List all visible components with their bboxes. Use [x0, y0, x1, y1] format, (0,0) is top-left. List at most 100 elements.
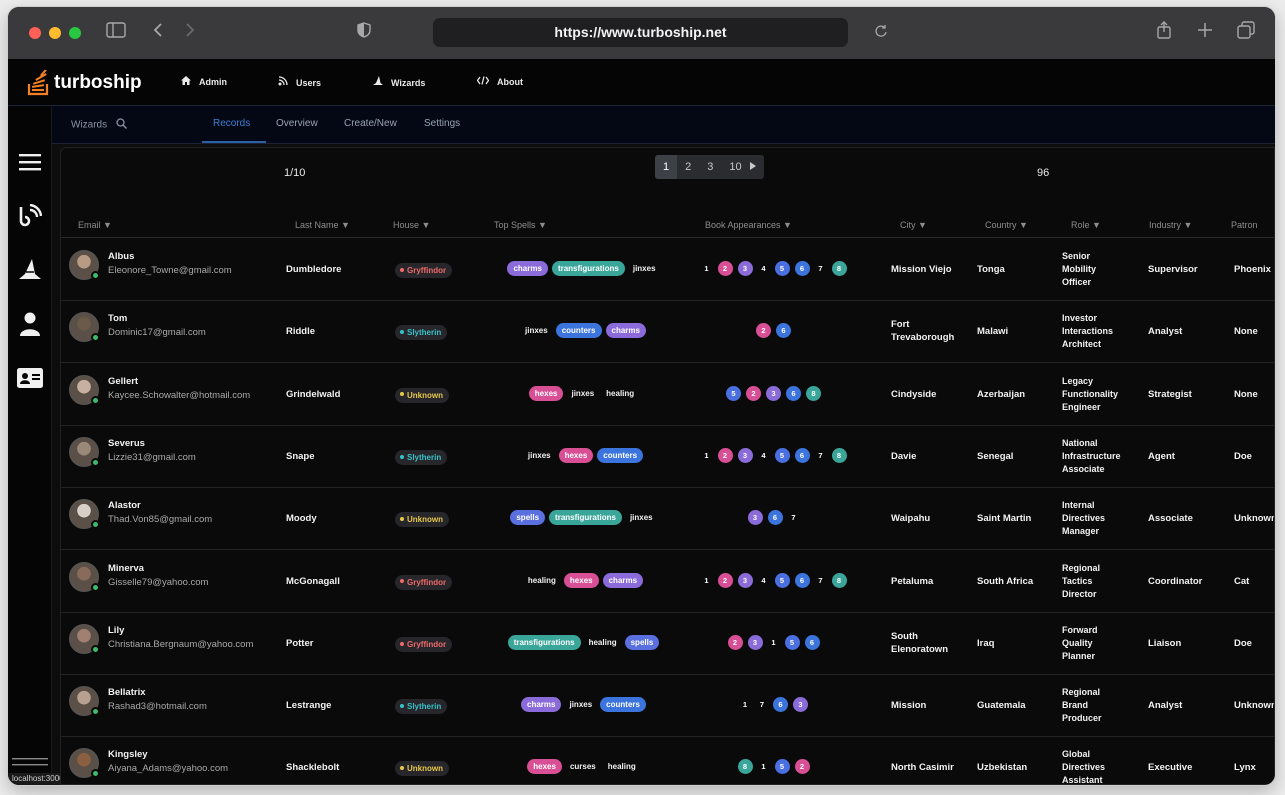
table-row[interactable]: Alastor Thad.Von85@gmail.com Moody Unknown s…	[61, 488, 1274, 551]
sidebar-toggle-icon[interactable]	[104, 21, 128, 45]
table-row[interactable]: Kingsley Aiyana_Adams@yahoo.com Shacklebol…	[61, 737, 1274, 785]
spell-text: jinxes	[527, 450, 551, 460]
column-last-name[interactable]: Last Name ▼	[295, 220, 350, 230]
city: Mission Viejo	[891, 264, 952, 275]
nav-wizards[interactable]: Wizards	[373, 76, 425, 89]
blog-icon[interactable]	[16, 202, 44, 230]
new-tab-icon[interactable]	[1193, 21, 1217, 45]
book-badge: 1	[761, 762, 766, 772]
book-badge: 6	[794, 261, 810, 276]
email-address[interactable]: Gisselle79@yahoo.com	[108, 576, 209, 588]
column-top-spells[interactable]: Top Spells ▼	[494, 220, 547, 230]
tab-create-new[interactable]: Create/New	[344, 118, 397, 129]
column-role[interactable]: Role ▼	[1071, 220, 1101, 230]
contact-card-icon[interactable]	[16, 364, 44, 392]
tab-overview[interactable]: Overview	[276, 118, 318, 129]
house-dot	[400, 641, 404, 646]
email-address[interactable]: Rashad3@hotmail.com	[108, 701, 207, 713]
nav-admin[interactable]: Admin	[181, 76, 227, 88]
spell-text: healing	[606, 388, 635, 398]
column-industry[interactable]: Industry ▼	[1149, 220, 1193, 230]
table-row[interactable]: Bellatrix Rashad3@hotmail.com Lestrange Sly…	[61, 675, 1274, 738]
book-badge: 1	[742, 700, 748, 710]
book-badge: 6	[794, 572, 810, 588]
first-name: Alastor	[108, 500, 141, 512]
reload-icon[interactable]	[869, 21, 893, 45]
tab-settings[interactable]: Settings	[424, 118, 461, 129]
column-patronus[interactable]: Patron	[1231, 220, 1258, 230]
wizards-search[interactable]: Wizards	[71, 118, 127, 132]
house-badge: Unknown	[395, 512, 449, 528]
active-tab-indicator	[202, 141, 266, 143]
column-book-appearances[interactable]: Book Appearances ▼	[705, 220, 792, 230]
share-icon[interactable]	[1152, 21, 1176, 45]
top-spells: jinxes counters charms	[416, 323, 751, 341]
industry: Associate	[1148, 513, 1193, 525]
city: North Casimir	[891, 762, 954, 774]
table-row[interactable]: Albus Eleonore_Towne@gmail.com Dumbledore G…	[61, 239, 1274, 301]
page-button-10[interactable]: 10	[729, 161, 742, 173]
top-spells: hexes curses healing	[416, 759, 751, 777]
email-address[interactable]: Dominic17@gmail.com	[108, 327, 206, 339]
column-email[interactable]: Email ▼	[78, 220, 112, 230]
table-row[interactable]: Severus Lizzie31@gmail.com Snape Slytherin j…	[61, 426, 1274, 488]
close-window-button[interactable]	[29, 27, 41, 39]
column-house[interactable]: House ▼	[393, 220, 431, 230]
forward-icon[interactable]	[178, 21, 202, 45]
book-badge: 6	[776, 323, 791, 339]
nav-about[interactable]: About	[476, 76, 523, 88]
spell-text: jinxes	[569, 700, 593, 710]
url-bar[interactable]: https://www.turboship.net	[433, 18, 848, 47]
user-icon[interactable]	[16, 310, 44, 338]
role: Senior Mobility Officer	[1062, 251, 1096, 287]
last-name: Dumbledore	[286, 264, 342, 275]
email-address[interactable]: Thad.Von85@gmail.com	[108, 514, 213, 526]
column-country[interactable]: Country ▼	[985, 220, 1028, 230]
back-icon[interactable]	[146, 21, 170, 45]
patronus: Cat	[1234, 575, 1250, 587]
menu-icon[interactable]	[16, 148, 44, 176]
last-name: Snape	[286, 450, 315, 462]
first-name: Gellert	[108, 375, 139, 387]
industry: Analyst	[1148, 700, 1183, 712]
nav-label: Wizards	[391, 77, 426, 88]
collapse-icon[interactable]	[12, 754, 48, 770]
nav-users[interactable]: Users	[278, 76, 321, 89]
page-button-3[interactable]: 3	[707, 161, 714, 173]
minimize-window-button[interactable]	[49, 27, 61, 39]
table-row[interactable]: Gellert Kaycee.Schowalter@hotmail.com Grin…	[61, 364, 1274, 426]
table-row[interactable]: Minerva Gisselle79@yahoo.com McGonagall Gry…	[61, 551, 1274, 613]
role: Forward Quality Planner	[1062, 624, 1098, 661]
privacy-shield-icon[interactable]	[352, 21, 376, 45]
column-city[interactable]: City ▼	[900, 220, 927, 230]
total-count: 96	[1037, 167, 1050, 179]
browser-window: https://www.turboship.net turboship	[8, 7, 1275, 785]
wizard-hat-icon[interactable]	[16, 256, 44, 284]
spell-chip: charms	[507, 261, 548, 276]
table-row[interactable]: Lily Christiana.Bergnaum@yahoo.com Potter G…	[61, 613, 1274, 675]
email-address[interactable]: Lizzie31@gmail.com	[108, 451, 196, 463]
email-address[interactable]: Eleonore_Towne@gmail.com	[108, 265, 232, 276]
book-badge: 3	[747, 634, 763, 650]
city: Cindyside	[891, 388, 937, 400]
app-header: turboship Admin Users Wizards About	[8, 59, 1275, 106]
email-address[interactable]: Christiana.Bergnaum@yahoo.com	[108, 638, 254, 650]
house-badge: Gryffindor	[395, 263, 453, 278]
maximize-window-button[interactable]	[69, 27, 81, 39]
page-button-1[interactable]: 1	[655, 155, 678, 179]
tab-records[interactable]: Records	[213, 118, 251, 129]
email-address[interactable]: Kaycee.Schowalter@hotmail.com	[108, 389, 251, 401]
first-name: Severus	[108, 437, 145, 449]
table-row[interactable]: Tom Dominic17@gmail.com Riddle Slytherin jin…	[61, 301, 1274, 364]
book-badge: 3	[747, 510, 763, 526]
country: Iraq	[977, 637, 995, 649]
role: Global Directives Assistant	[1062, 749, 1106, 785]
next-page-icon[interactable]	[749, 155, 764, 179]
email-address[interactable]: Aiyana_Adams@yahoo.com	[108, 763, 229, 775]
spell-chip: charms	[602, 572, 644, 588]
turboship-logo[interactable]: turboship	[26, 69, 142, 97]
page-button-2[interactable]: 2	[685, 161, 692, 173]
tab-overview-icon[interactable]	[1234, 21, 1258, 45]
